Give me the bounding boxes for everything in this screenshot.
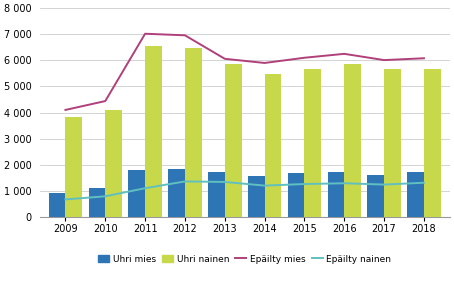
Bar <box>145 46 162 217</box>
Bar <box>65 117 82 217</box>
Bar <box>248 176 265 217</box>
Bar <box>225 64 242 217</box>
Bar <box>185 48 202 217</box>
Legend: Uhri mies, Uhri nainen, Epäilty mies, Epäilty nainen: Uhri mies, Uhri nainen, Epäilty mies, Ep… <box>98 255 391 264</box>
Bar <box>105 110 122 217</box>
Bar <box>327 172 344 217</box>
Bar <box>49 193 65 217</box>
Bar <box>265 74 281 217</box>
Bar <box>305 69 321 217</box>
Bar <box>168 169 185 217</box>
Bar <box>128 170 145 217</box>
Bar <box>344 64 361 217</box>
Bar <box>367 175 384 217</box>
Bar <box>384 69 401 217</box>
Bar <box>288 173 305 217</box>
Bar <box>208 172 225 217</box>
Bar <box>424 69 441 217</box>
Bar <box>407 172 424 217</box>
Bar <box>89 188 105 217</box>
